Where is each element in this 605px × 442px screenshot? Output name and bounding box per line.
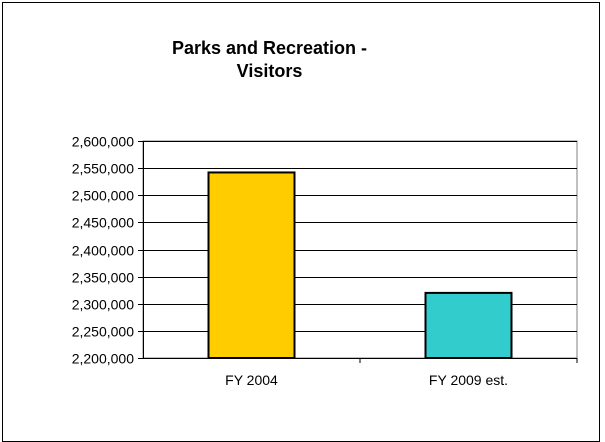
x-tick-label: FY 2009 est. [429,372,508,388]
bar-chart: 2,200,000 2,250,000 2,300,000 2,350,000 2,40… [72,134,578,388]
y-tick-label: 2,500,000 [72,188,134,204]
chart-title-line-2: Visitors [236,61,303,81]
bar [424,291,513,359]
bar [207,171,296,359]
y-tick-label: 2,450,000 [72,215,134,231]
chart-title-line-1: Parks and Recreation - [171,38,368,58]
y-tick-label: 2,550,000 [72,161,134,177]
y-tick-label: 2,300,000 [72,297,134,313]
y-tick-label: 2,250,000 [72,324,134,340]
x-tick-label: FY 2004 [225,372,278,388]
y-tick-label: 2,350,000 [72,270,134,286]
chart-title: Parks and Recreation - Visitors [0,37,539,83]
y-tick-label: 2,200,000 [72,351,134,367]
y-tick-label: 2,400,000 [72,243,134,259]
y-tick-label: 2,600,000 [72,134,134,150]
